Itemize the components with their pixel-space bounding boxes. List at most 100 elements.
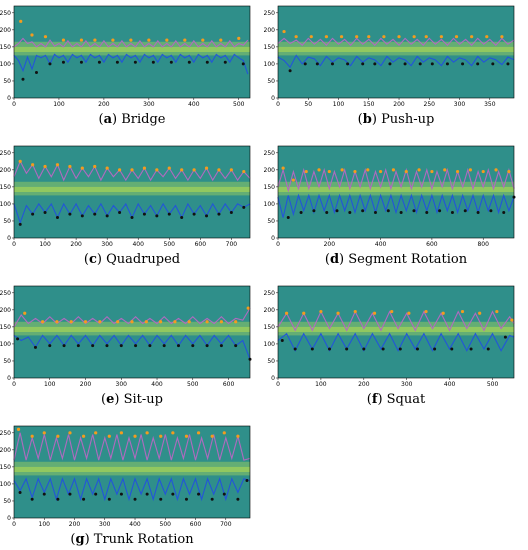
peak-marker [173,320,177,324]
y-tick-label: 250 [0,10,11,17]
valley-marker [56,497,60,501]
caption-g-letter: g [75,532,85,547]
x-tick-label: 400 [375,241,387,248]
valley-marker [210,497,214,501]
y-tick-label: 100 [0,341,11,348]
peak-marker [180,168,184,172]
peak-marker [304,169,308,174]
valley-marker [476,62,480,66]
valley-marker [327,347,331,351]
x-tick-label: 400 [188,101,200,108]
x-tick-label: 0 [276,101,280,108]
x-tick-label: 100 [39,521,51,528]
peak-marker [382,35,386,39]
x-tick-label: 600 [223,381,235,388]
y-tick-label: 200 [264,167,275,174]
peak-marker [317,168,321,172]
peak-marker [79,38,84,42]
peak-marker [353,309,357,314]
valley-marker [335,209,339,213]
valley-marker [107,497,111,501]
plot-background [14,286,250,378]
valley-marker [43,210,47,214]
x-tick-label: 200 [358,381,370,388]
y-tick-label: 100 [0,201,11,208]
x-tick-label: 500 [487,381,499,388]
peak-marker [284,311,289,315]
plot-frame [277,145,515,239]
chart-d: 0 200 400 600 800 0 50 100 150 200 250 [264,145,516,248]
valley-marker [48,62,52,66]
peak-marker [130,168,134,172]
peak-marker [372,311,377,315]
valley-marker [438,209,442,213]
y-tick-label: 100 [264,341,275,348]
valley-marker [93,212,97,216]
valley-marker [97,60,101,64]
valley-marker [245,479,249,483]
lower-envelope-line [277,54,515,69]
upper-envelope-line [277,310,515,332]
peak-marker [98,320,102,324]
x-tick-label: 200 [70,241,82,248]
upper-envelope-line [13,432,251,461]
caption-e-label: Sit-up [123,392,163,407]
valley-marker [151,60,155,64]
valley-marker [21,77,25,81]
plot-frame [13,425,251,519]
peak-marker [192,168,196,172]
peak-marker [142,166,147,170]
peak-marker [391,168,396,172]
caption-f-letter: f [371,392,378,407]
spectral-band-core [14,186,250,192]
peak-marker [19,19,23,23]
peak-marker [61,38,66,42]
caption-e: (e) Sit-up [101,392,163,407]
x-tick-label: 800 [477,241,489,248]
peak-marker [196,431,201,435]
valley-marker [491,62,495,66]
lower-envelope-line [13,53,249,75]
panel-g: 0 100 200 300 400 500 600 700 0 50 100 150 200 250 (g… [0,420,264,550]
panel-b: 0 50 100 150 200 250 300 350 0 50 100 150 200 250 (b)… [264,0,528,132]
valley-marker [430,62,434,66]
peak-marker [355,35,359,39]
valley-marker [330,62,334,66]
caption-c-letter: c [88,252,97,267]
valley-marker [205,214,209,218]
caption-g: (g) Trunk Rotation [70,532,194,547]
valley-marker [118,210,122,214]
valley-marker [476,210,480,214]
valley-marker [205,344,209,348]
caption-e-letter: e [106,392,115,407]
plot-background [14,426,250,518]
valley-marker [130,216,134,220]
peak-marker [430,169,434,174]
peak-marker [353,169,357,174]
y-tick-label: 150 [0,44,11,51]
caption-f: (f) Squat [366,392,426,407]
valley-marker [105,344,109,348]
y-tick-label: 0 [271,235,275,242]
y-tick-label: 250 [264,10,275,17]
peak-marker [117,168,122,172]
chart-b: 0 50 100 150 200 250 300 350 0 50 100 150 200 250 [264,5,515,108]
x-tick-label: 0 [12,241,16,248]
peak-marker [93,38,97,42]
peak-marker [246,306,250,310]
caption-b: (b) Push-up [357,112,435,127]
peak-marker [468,168,472,172]
x-tick-label: 500 [187,381,199,388]
y-tick-label: 100 [0,61,11,68]
valley-marker [68,492,72,496]
caption-g-label: Trunk Rotation [93,532,194,547]
peak-marker [454,35,459,39]
upper-envelope-line [277,167,515,193]
peak-marker [302,311,306,315]
x-tick-label: 200 [80,381,92,388]
peak-marker [68,431,72,435]
chart-g: 0 100 200 300 400 500 600 700 0 50 100 150 200 250 [0,425,251,528]
y-tick-label: 0 [7,235,11,242]
valley-marker [486,347,490,351]
y-tick-label: 250 [264,150,275,157]
